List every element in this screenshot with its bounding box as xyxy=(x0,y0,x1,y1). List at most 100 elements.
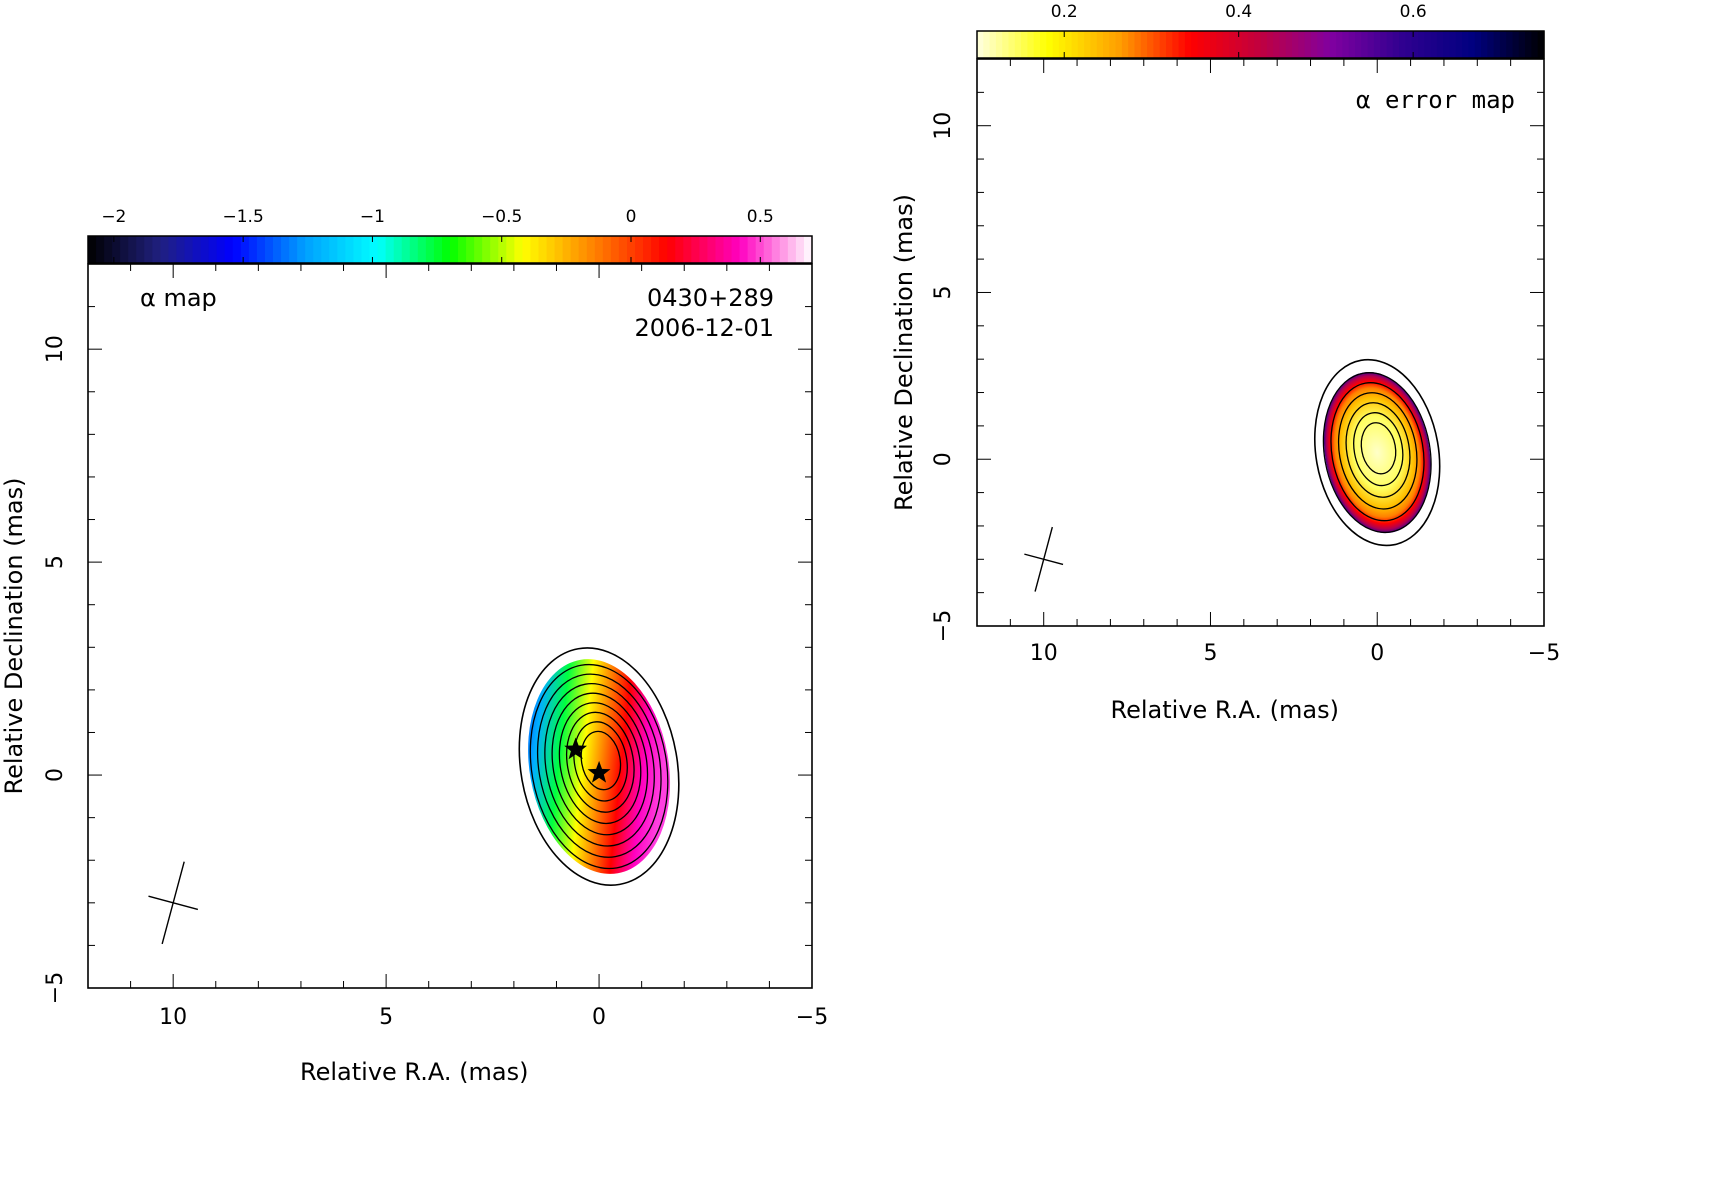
colorbar-segment xyxy=(160,236,170,263)
colorbar-segment xyxy=(1241,31,1249,58)
colorbar-segment xyxy=(88,236,97,263)
colorbar-tick-label: −0.5 xyxy=(481,207,522,227)
colorbar-segment xyxy=(1481,31,1488,58)
colorbar-segment xyxy=(771,236,781,263)
colorbar-segment xyxy=(1153,31,1161,58)
colorbar-segment xyxy=(200,236,210,263)
colorbar-segment xyxy=(417,236,427,263)
colorbar-tick-label: −2 xyxy=(101,207,126,227)
colorbar-segment xyxy=(691,236,700,263)
colorbar-segment xyxy=(273,236,282,263)
colorbar-segment xyxy=(578,236,588,263)
colorbar-segment xyxy=(506,236,515,263)
x-tick-label: −5 xyxy=(1528,641,1560,666)
colorbar-segment xyxy=(747,236,757,263)
colorbar-segment xyxy=(739,236,749,263)
colorbar-segment xyxy=(803,236,813,263)
colorbar-segment xyxy=(715,236,725,263)
colorbar-segment xyxy=(562,236,572,263)
contour-line xyxy=(1360,422,1397,475)
contour-line xyxy=(1345,402,1411,498)
y-tick-label: 5 xyxy=(931,285,956,299)
colorbar-segment xyxy=(409,236,419,263)
colorbar-segment xyxy=(1336,31,1343,58)
colorbar-segment xyxy=(1436,31,1444,58)
colorbar-segment xyxy=(635,236,644,263)
colorbar-segment xyxy=(1424,31,1432,58)
colorbar-frame xyxy=(87,235,813,264)
colorbar-segment xyxy=(610,236,620,263)
y-tick-label: −5 xyxy=(931,610,956,642)
colorbar-segment xyxy=(305,236,314,263)
colorbar-segment xyxy=(1329,31,1337,58)
colorbar-segment xyxy=(192,236,202,263)
colorbar-segment xyxy=(1373,31,1381,58)
colorbar-segment xyxy=(401,236,411,263)
colorbar-segment xyxy=(1247,31,1255,58)
colorbar-segment xyxy=(1077,31,1085,58)
colorbar-segment xyxy=(1537,31,1545,58)
colorbar-segment xyxy=(1222,31,1230,58)
colorbar-segment xyxy=(1008,31,1016,58)
colorbar-segment xyxy=(1392,31,1400,58)
colorbar-segment xyxy=(458,236,467,263)
alpha-error-map-panel: 0.2 0.4 0.6 10 5 0 −5 −5 0 5 10 Relative R.A. (mas)… xyxy=(890,2,1560,724)
x-tick-label: 10 xyxy=(1030,641,1058,666)
colorbar-segment xyxy=(586,236,596,263)
colorbar-segment xyxy=(1455,31,1463,58)
colorbar-segment xyxy=(1128,31,1136,58)
colorbar-segment xyxy=(1002,31,1010,58)
colorbar-segment xyxy=(321,236,330,263)
core-star-marker xyxy=(587,760,611,783)
contour-line xyxy=(580,730,622,791)
colorbar-segment xyxy=(1172,31,1180,58)
colorbar-segment xyxy=(1014,31,1022,58)
beam-minor-axis xyxy=(1024,553,1064,566)
colorbar-segment xyxy=(441,236,451,263)
colorbar-segment xyxy=(763,236,773,263)
colorbar-segment xyxy=(176,236,186,263)
colorbar-segment xyxy=(1184,31,1192,58)
colorbar-tick-label: −1 xyxy=(360,207,385,227)
colorbar-segment xyxy=(723,236,733,263)
colorbar-tick-label: 0.2 xyxy=(1051,2,1078,22)
colorbar-segment xyxy=(1279,31,1287,58)
x-tick-label: 0 xyxy=(1370,641,1384,666)
colorbar-segment xyxy=(1285,31,1293,58)
colorbar-segment xyxy=(1292,31,1299,58)
contour-line xyxy=(1313,358,1441,547)
colorbar-segment xyxy=(522,236,532,263)
colorbar-segment xyxy=(983,31,991,58)
colorbar-tick-label: 0.6 xyxy=(1400,2,1427,22)
colorbar-segment xyxy=(1531,31,1539,58)
x-axis-title: Relative R.A. (mas) xyxy=(1111,696,1339,724)
colorbar-segment xyxy=(1273,31,1280,58)
colorbar-segment xyxy=(1235,31,1243,58)
colorbar-segment xyxy=(1298,31,1306,58)
colorbar-segment xyxy=(1474,31,1482,58)
colorbar-segment xyxy=(425,236,435,263)
colorbar-segment xyxy=(1103,31,1110,58)
colorbar-segment xyxy=(1040,31,1047,58)
colorbar-segment xyxy=(1052,31,1060,58)
colorbar-segment xyxy=(1525,31,1532,58)
y-tick-label: −5 xyxy=(43,972,68,1004)
colorbar-segment xyxy=(1166,31,1173,58)
colorbar-segment xyxy=(1065,31,1073,58)
colorbar-segment xyxy=(1197,31,1205,58)
x-axis-title: Relative R.A. (mas) xyxy=(300,1058,528,1086)
colorbar-segment xyxy=(289,236,298,263)
colorbar-segment xyxy=(1361,31,1369,58)
colorbar-segment xyxy=(337,236,347,263)
colorbar-segment xyxy=(787,236,797,263)
colorbar-segment xyxy=(1210,31,1217,58)
colorbar: −2 −1.5 −1 −0.5 0 0.5 xyxy=(87,207,813,264)
colorbar-segment xyxy=(1512,31,1520,58)
colorbar-segment xyxy=(989,31,997,58)
colorbar-segment xyxy=(1090,31,1098,58)
contour-line xyxy=(518,647,680,886)
colorbar-segment xyxy=(1121,31,1129,58)
colorbar-segment xyxy=(538,236,548,263)
colorbar-segment xyxy=(1518,31,1526,58)
